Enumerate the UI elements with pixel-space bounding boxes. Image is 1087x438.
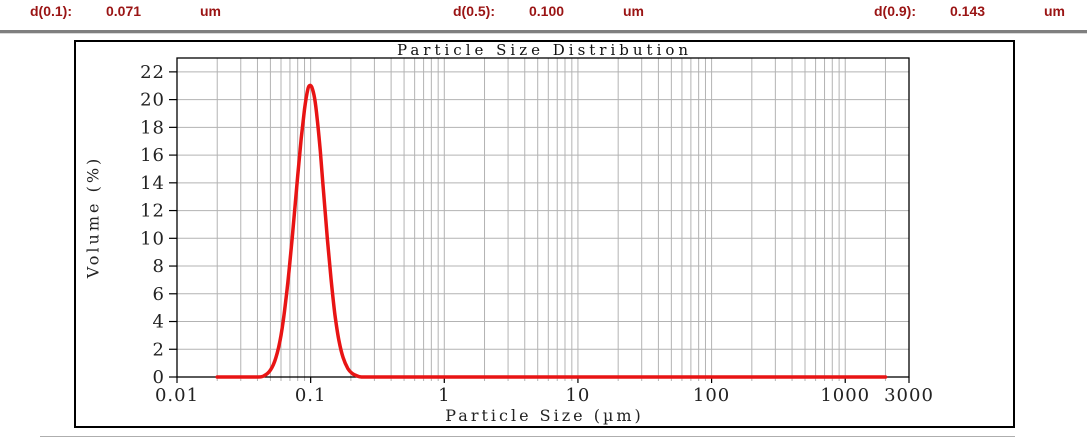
y-tick-label: 20 <box>140 90 165 111</box>
y-tick-label: 8 <box>153 256 165 277</box>
y-tick-label: 6 <box>153 284 165 305</box>
x-tick-label: 0.01 <box>155 385 199 406</box>
y-tick-label: 22 <box>140 62 165 83</box>
particle-size-chart: 0 2 4 6 8 10 12 14 16 18 20 22 0.01 0.1 1 10 100 1000 3000 <box>74 40 1015 428</box>
d90-label: d(0.9): <box>874 3 916 19</box>
y-tick-label: 4 <box>153 312 165 333</box>
y-tick-label: 0 <box>153 367 165 388</box>
d90-value: 0.143 <box>950 3 986 19</box>
plot-frame <box>176 57 910 378</box>
x-tick-label: 1000 <box>820 385 870 406</box>
chart-outer-frame <box>74 40 1015 428</box>
x-tick-label: 10 <box>565 385 590 406</box>
result-table-top-edge <box>40 436 1015 437</box>
d50-value: 0.100 <box>529 3 565 19</box>
d10-readout: d(0.1): 0.071 um <box>30 3 221 19</box>
d90-unit: um <box>1044 3 1065 19</box>
d10-label: d(0.1): <box>30 3 72 19</box>
x-tick-label: 1 <box>438 385 450 406</box>
x-tick-label: 0.1 <box>295 385 327 406</box>
y-tick-label: 12 <box>140 201 165 222</box>
d50-readout: d(0.5): 0.100 um <box>453 3 644 19</box>
y-tick-label: 14 <box>140 173 165 194</box>
y-tick-label: 16 <box>140 145 165 166</box>
header-divider <box>0 30 1087 34</box>
y-axis-label: Volume (%) <box>83 155 103 279</box>
y-tick-label: 10 <box>140 228 165 249</box>
x-axis-label: Particle Size (µm) <box>445 406 644 425</box>
chart-title: Particle Size Distribution <box>396 41 693 59</box>
d10-value: 0.071 <box>106 3 142 19</box>
d10-unit: um <box>200 3 221 19</box>
d50-unit: um <box>623 3 644 19</box>
d90-readout: d(0.9): 0.143 um <box>874 3 1065 19</box>
x-tick-label: 100 <box>693 385 730 406</box>
y-tick-label: 2 <box>153 339 165 360</box>
volume-distribution-curve <box>215 83 888 379</box>
y-tick-label: 18 <box>140 117 165 138</box>
x-tick-label: 3000 <box>884 385 934 406</box>
d50-label: d(0.5): <box>453 3 495 19</box>
